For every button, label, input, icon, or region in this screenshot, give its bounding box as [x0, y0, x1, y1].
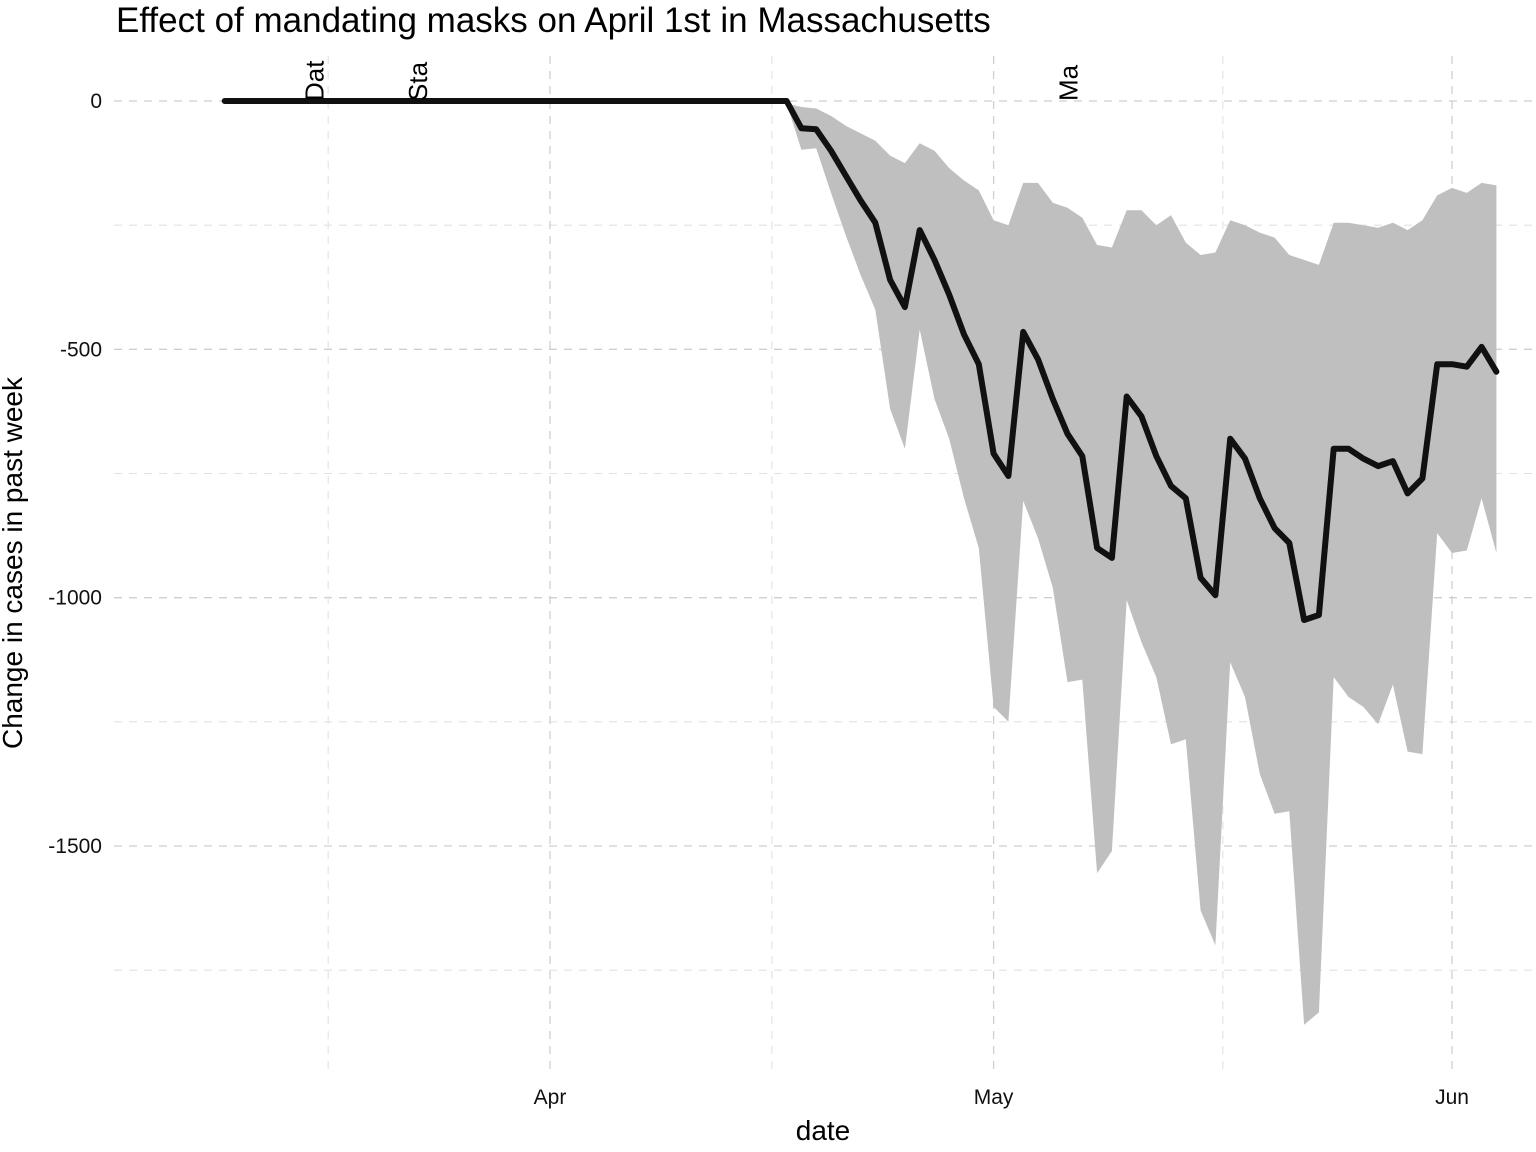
event-label: Ma — [1054, 64, 1084, 101]
y-tick-label: -1000 — [48, 587, 102, 610]
event-markers: Dat Sta Ma — [299, 60, 1083, 101]
x-tick-label: Jun — [1435, 1086, 1469, 1109]
x-tick-label: May — [974, 1086, 1014, 1109]
event-labels: Dat Sta Ma — [299, 60, 1083, 101]
y-tick-label: -1500 — [48, 835, 102, 858]
y-tick-label: 0 — [90, 90, 102, 113]
uncertainty-band — [771, 101, 1497, 1025]
y-axis: 0 -500 -1000 -1500 — [48, 90, 102, 858]
chart-title: Effect of mandating masks on April 1st i… — [116, 1, 991, 40]
y-tick-label: -500 — [60, 338, 102, 361]
x-axis: Apr May Jun — [534, 1086, 1469, 1109]
x-axis-title: date — [796, 1115, 851, 1146]
y-axis-title: Change in cases in past week — [0, 376, 28, 749]
event-label: Dat — [299, 60, 329, 101]
event-label: Sta — [403, 61, 433, 101]
series-line — [221, 98, 1500, 623]
x-tick-label: Apr — [534, 1086, 567, 1109]
